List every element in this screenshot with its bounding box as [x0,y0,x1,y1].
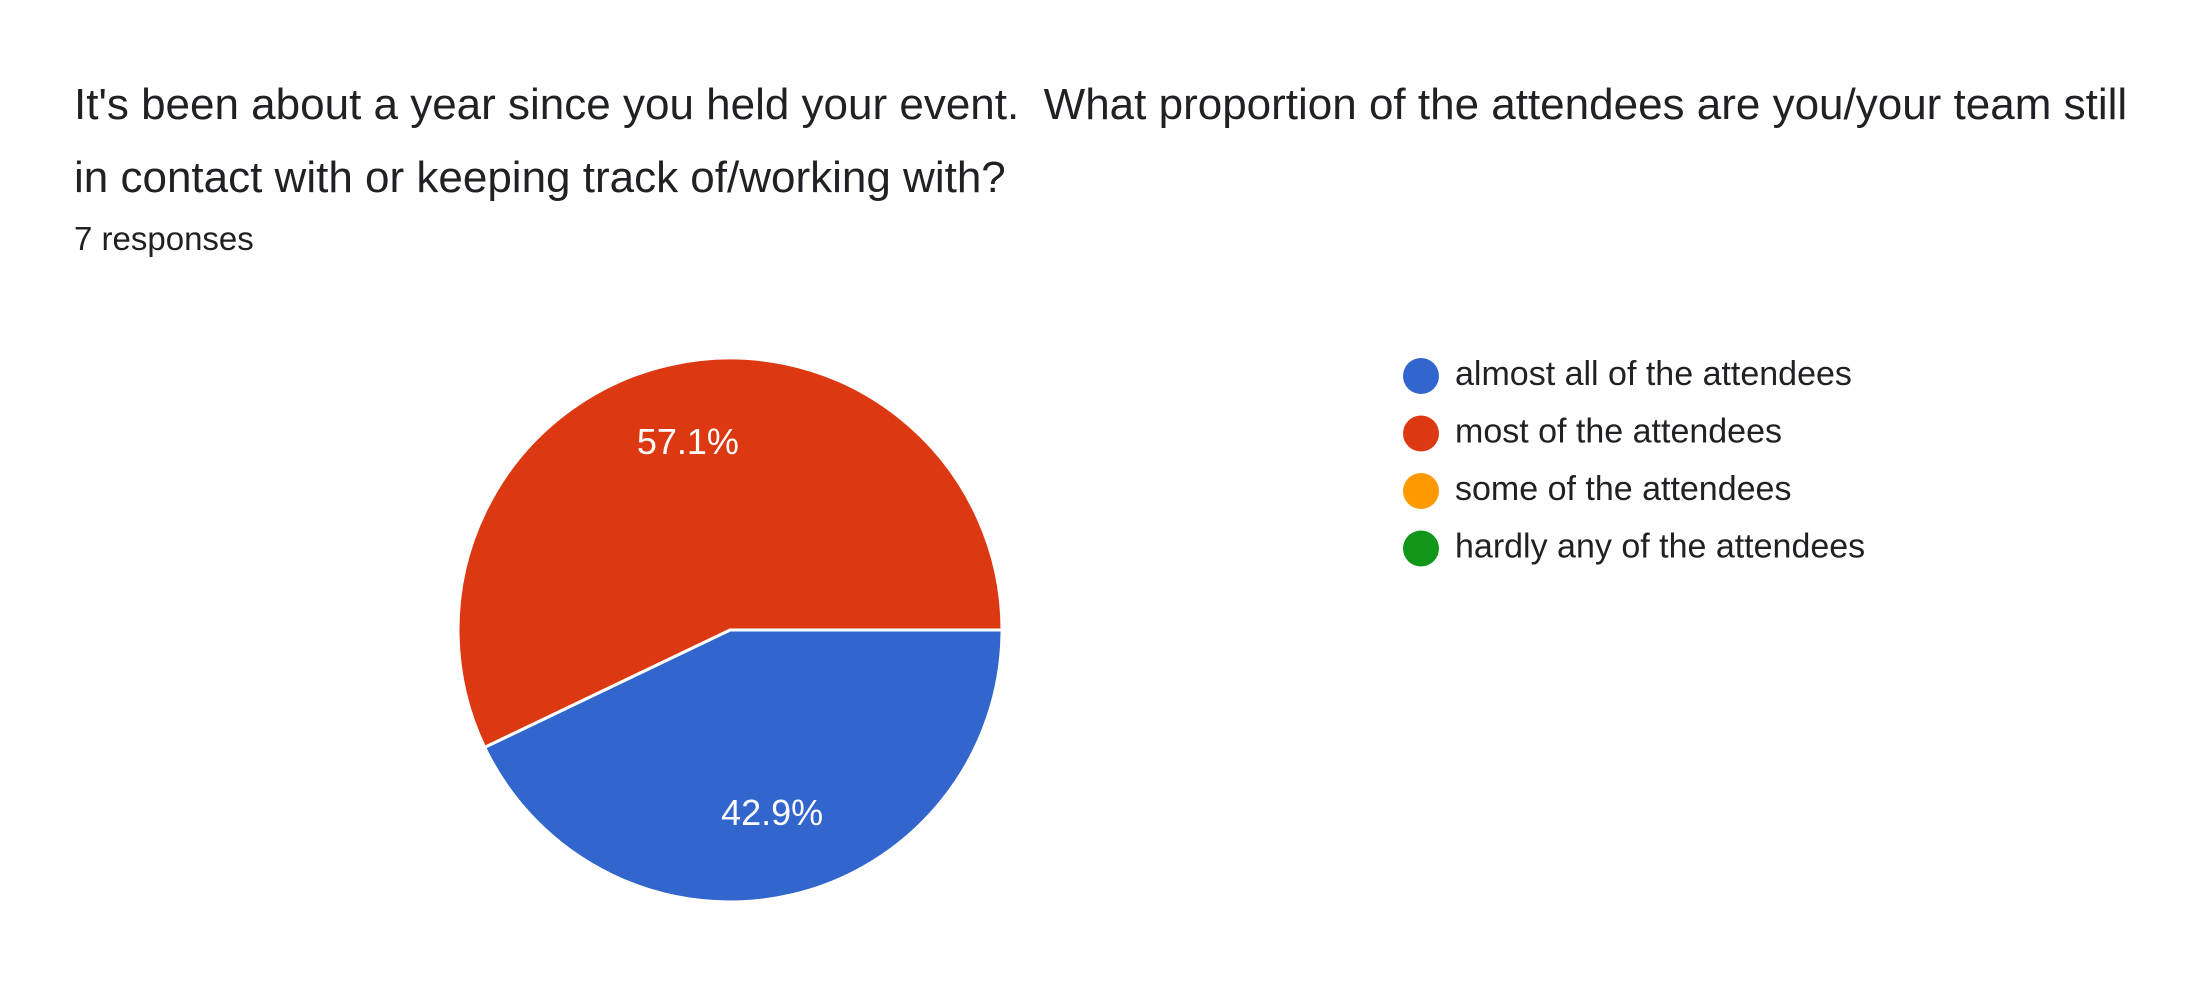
legend-marker [1403,358,1439,394]
legend-marker [1403,530,1439,567]
legend-label: some of the attendees [1455,470,1791,508]
legend-marker [1403,473,1439,509]
legend-label: almost all of the attendees [1455,355,1852,393]
slice-label: 57.1% [637,421,739,462]
legend-marker [1403,415,1439,452]
chart-title: It's been about a year since you held yo… [74,80,2140,202]
pie-slice [482,628,1004,904]
legend-label: most of the attendees [1455,412,1782,450]
legend-label: hardly any of the attendees [1455,527,1865,565]
slice-label: 42.9% [721,792,823,833]
response-count: 7 responses [74,220,254,257]
pie-slice [456,356,1004,750]
